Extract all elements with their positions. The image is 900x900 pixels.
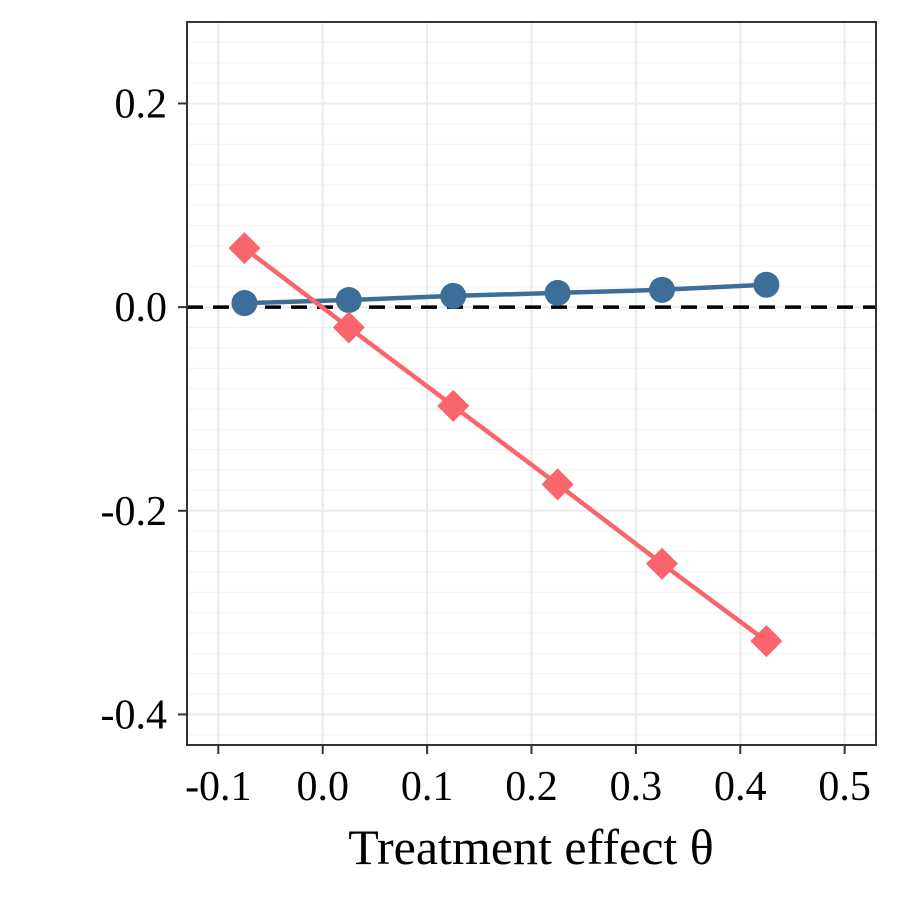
series-blue-point <box>335 286 362 313</box>
y-tick-label: 0.0 <box>115 285 168 331</box>
series-red-point <box>228 232 261 265</box>
series-red-line <box>243 246 768 643</box>
y-tick-label: -0.4 <box>101 692 168 738</box>
series-red-point <box>332 311 365 344</box>
series-red-point <box>645 547 678 580</box>
series-blue-point <box>231 290 258 317</box>
series-blue-point <box>440 282 467 309</box>
x-axis: -0.1 0.0 0.1 0.2 0.3 0.4 0.5 <box>185 745 871 810</box>
x-tick-label: 0.0 <box>296 764 349 810</box>
y-axis: 0.2 0.0 -0.2 -0.4 <box>101 81 187 738</box>
y-tick-label: -0.2 <box>101 489 168 535</box>
series-blue-line <box>244 282 767 306</box>
series-red-point <box>750 625 783 658</box>
series-red-point <box>437 389 470 422</box>
series-blue-point <box>648 276 675 303</box>
x-tick-label: 0.1 <box>401 764 454 810</box>
x-axis-title: Treatment effect θ <box>348 819 714 875</box>
x-tick-label: 0.5 <box>818 764 871 810</box>
x-tick-label: 0.2 <box>505 764 558 810</box>
x-tick-label: -0.1 <box>185 764 252 810</box>
x-tick-label: 0.3 <box>610 764 663 810</box>
series-blue-point <box>753 271 780 298</box>
y-tick-label: 0.2 <box>115 81 168 127</box>
series-layer <box>228 232 783 658</box>
series-red-point <box>541 468 574 501</box>
x-tick-label: 0.4 <box>714 764 767 810</box>
series-blue <box>231 271 780 317</box>
series-blue-point <box>544 279 571 306</box>
series-red <box>228 232 783 658</box>
